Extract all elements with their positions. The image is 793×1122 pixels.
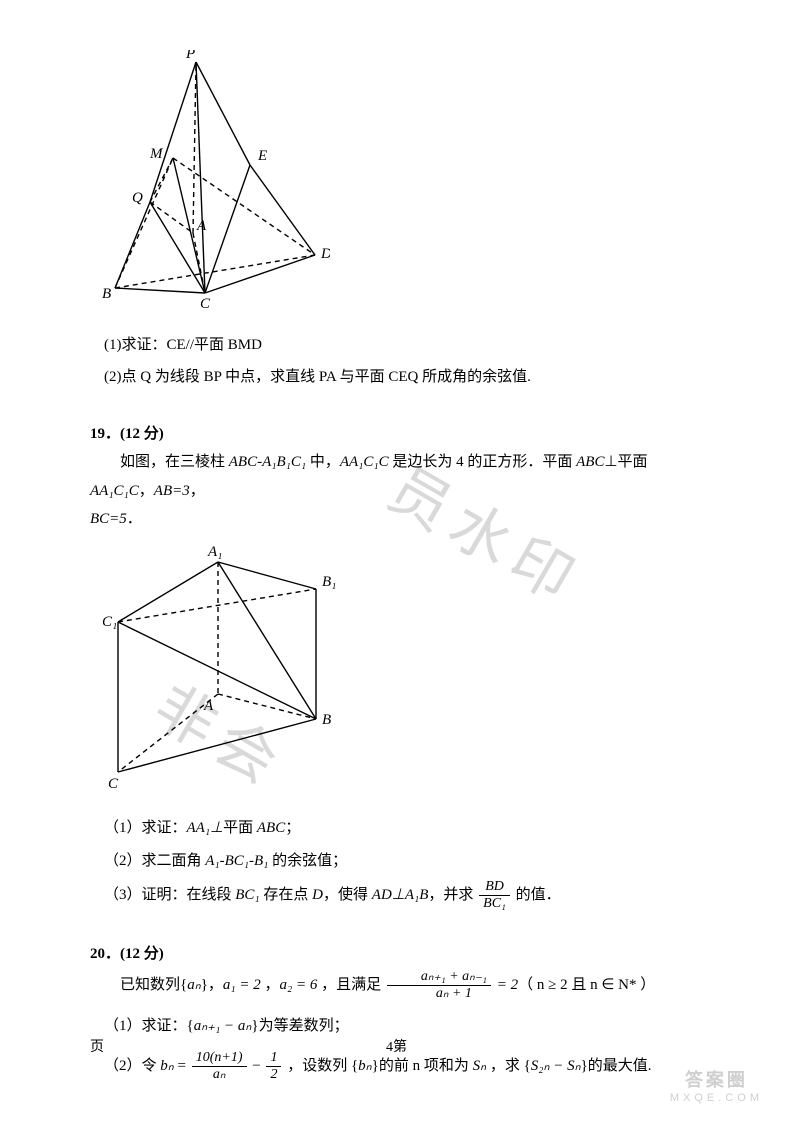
q19-intro-line2: BC=5． xyxy=(90,505,713,534)
q19-part2: （2）求二面角 A₁-BC₁-B₁ 的余弦值； xyxy=(104,847,713,876)
q20-cond: （ n ≥ 2 且 n ∈ N* ） xyxy=(518,977,655,993)
q19-bc: BC=5 xyxy=(90,511,127,527)
q20-frac-num: aₙ₊₁ + aₙ₋₁ xyxy=(387,969,491,986)
q20-p2-f1d: aₙ xyxy=(192,1067,247,1083)
svg-text:P: P xyxy=(185,50,195,62)
q18-part2: (2)点 Q 为线段 BP 中点，求直线 PA 与平面 CEQ 所成角的余弦值. xyxy=(104,363,713,392)
svg-text:A₁: A₁ xyxy=(207,544,222,560)
q19-plane2: AA₁C₁C xyxy=(90,483,139,499)
svg-text:M: M xyxy=(149,146,164,162)
q20-p2-diff: S₂ₙ − Sₙ xyxy=(531,1058,581,1074)
q19-part3: （3）证明：在线段 BC₁ 存在点 D，使得 AD⊥A₁B，并求 BDBC₁ 的… xyxy=(104,879,713,912)
q20-t2: }， xyxy=(201,977,223,993)
q19-p3-frac: BDBC₁ xyxy=(479,879,510,912)
q20-p2-end: }的最大值. xyxy=(581,1058,652,1074)
q20-p2-bn2: bₙ xyxy=(358,1058,371,1074)
q19-p3-frac-num: BD xyxy=(479,879,510,896)
q20-p1-diff: aₙ₊₁ − aₙ xyxy=(194,1018,252,1034)
q20-p2-mid: ，设数列 { xyxy=(283,1058,358,1074)
page-content: P M E Q A D B C (1)求证：CE//平面 BMD (2)点 Q 为线段 BP … xyxy=(90,50,713,1084)
q20-part1: （1）求证：{aₙ₊₁ − aₙ}为等差数列； xyxy=(104,1012,713,1041)
q19-p3-pre: （3）证明：在线段 xyxy=(104,887,235,903)
q20-c1: ， xyxy=(261,977,280,993)
q19-p2-pre: （2）求二面角 xyxy=(104,853,205,869)
q19-p2-post: 的余弦值； xyxy=(268,853,347,869)
q20-p2-f2n: 1 xyxy=(266,1050,281,1067)
q19-p1-post: 平面 xyxy=(223,820,257,836)
q20-part2: （2）令 bₙ = 10(n+1)aₙ − 12 ，设数列 {bₙ}的前 n 项… xyxy=(104,1050,713,1083)
q18-part2-text: (2)点 Q 为线段 BP 中点，求直线 PA 与平面 CEQ 所成角的余弦值. xyxy=(104,369,531,385)
q19-p2-angle: A₁-BC₁-B₁ xyxy=(205,853,268,869)
q20-frac: aₙ₊₁ + aₙ₋₁aₙ + 1 xyxy=(387,969,491,1002)
q20-a1: a₁ = 2 xyxy=(223,977,261,993)
svg-text:C: C xyxy=(108,776,119,792)
q20-c2: ，且满足 xyxy=(317,977,385,993)
q19-part1: （1）求证：AA₁⊥平面 ABC； xyxy=(104,814,713,843)
svg-text:A: A xyxy=(196,218,207,234)
q20-intro: 已知数列{aₙ}，a₁ = 2 ，a₂ = 6 ，且满足 aₙ₊₁ + aₙ₋₁… xyxy=(90,969,713,1002)
q19-prism: ABC-A₁B₁C₁ xyxy=(229,454,306,470)
q19-square: AA₁C₁C xyxy=(340,454,389,470)
svg-text:E: E xyxy=(257,148,267,164)
q20-p2-minus: − xyxy=(249,1058,265,1074)
q19-number: 19．(12 分) xyxy=(90,420,713,449)
q19-c1: ， xyxy=(190,483,205,499)
problem-19: 19．(12 分) 如图，在三棱柱 ABC-A₁B₁C₁ 中，AA₁C₁C 是边… xyxy=(90,420,713,913)
q19-p1-abc: ABC xyxy=(257,820,285,836)
footer-logo-row2: MXQE.COM xyxy=(670,1092,763,1104)
q19-p3-mid: 存在点 xyxy=(260,887,313,903)
q20-p2-bn: bₙ xyxy=(160,1058,173,1074)
q19-t3: 是边长为 4 的正方形．平面 xyxy=(389,454,577,470)
q19-t4: ⊥平面 xyxy=(604,454,647,470)
q19-intro: 如图，在三棱柱 ABC-A₁B₁C₁ 中，AA₁C₁C 是边长为 4 的正方形．… xyxy=(90,448,713,505)
q19-ab: AB=3 xyxy=(154,483,190,499)
q18-part1-text: (1)求证：CE//平面 BMD xyxy=(104,337,262,353)
svg-text:B: B xyxy=(102,286,111,302)
q20-an: aₙ xyxy=(187,977,200,993)
q20-a2: a₂ = 6 xyxy=(280,977,318,993)
figure-prism: A₁ B₁ C₁ A B C xyxy=(100,544,713,805)
q20-t1: 已知数列{ xyxy=(120,977,187,993)
q19-period: ． xyxy=(127,511,142,527)
q19-p1-math: AA₁⊥ xyxy=(187,820,224,836)
q20-p2-mid3: ，求 { xyxy=(486,1058,531,1074)
q20-p1-pre: （1）求证：{ xyxy=(104,1018,194,1034)
svg-text:D: D xyxy=(320,246,330,262)
q19-p3-D: D xyxy=(312,887,323,903)
q20-p2-frac2: 12 xyxy=(266,1050,281,1083)
svg-text:B: B xyxy=(322,712,331,728)
q20-p2-frac1: 10(n+1)aₙ xyxy=(192,1050,247,1083)
problem-20: 20．(12 分) 已知数列{aₙ}，a₁ = 2 ，a₂ = 6 ，且满足 a… xyxy=(90,940,713,1083)
figure-pyramid: P M E Q A D B C xyxy=(90,50,713,321)
q20-p2-sn: Sₙ xyxy=(473,1058,486,1074)
q19-p1-pre: （1）求证： xyxy=(104,820,187,836)
svg-text:C₁: C₁ xyxy=(102,614,117,630)
q19-p3-seg: BC₁ xyxy=(235,887,259,903)
q20-eq: = 2 xyxy=(493,977,518,993)
q18-part1: (1)求证：CE//平面 BMD xyxy=(104,331,713,360)
q20-p2-f2d: 2 xyxy=(266,1067,281,1083)
q19-p3-end: 的值． xyxy=(512,887,561,903)
q19-plane1: ABC xyxy=(576,454,604,470)
q19-p3-perp: AD⊥A₁B xyxy=(372,887,429,903)
svg-text:B₁: B₁ xyxy=(322,574,336,590)
q19-p1-end: ； xyxy=(285,820,300,836)
q19-t2: 中， xyxy=(306,454,340,470)
q20-p2-mid2: }的前 n 项和为 xyxy=(372,1058,473,1074)
q20-p1-post: }为等差数列； xyxy=(251,1018,348,1034)
q19-p3-frac-den: BC₁ xyxy=(479,896,510,912)
q19-p3-mid2: ，使得 xyxy=(323,887,372,903)
svg-text:Q: Q xyxy=(132,190,143,206)
svg-text:A: A xyxy=(203,698,214,714)
q20-p2-eq: = xyxy=(174,1058,190,1074)
q20-frac-den: aₙ + 1 xyxy=(387,986,491,1002)
q20-p2-f1n: 10(n+1) xyxy=(192,1050,247,1067)
q19-p3-mid3: ，并求 xyxy=(428,887,477,903)
q20-p2-pre: （2）令 xyxy=(104,1058,160,1074)
q19-t5: ， xyxy=(139,483,154,499)
q20-number: 20．(12 分) xyxy=(90,940,713,969)
q19-t1: 如图，在三棱柱 xyxy=(120,454,229,470)
svg-text:C: C xyxy=(200,296,211,310)
